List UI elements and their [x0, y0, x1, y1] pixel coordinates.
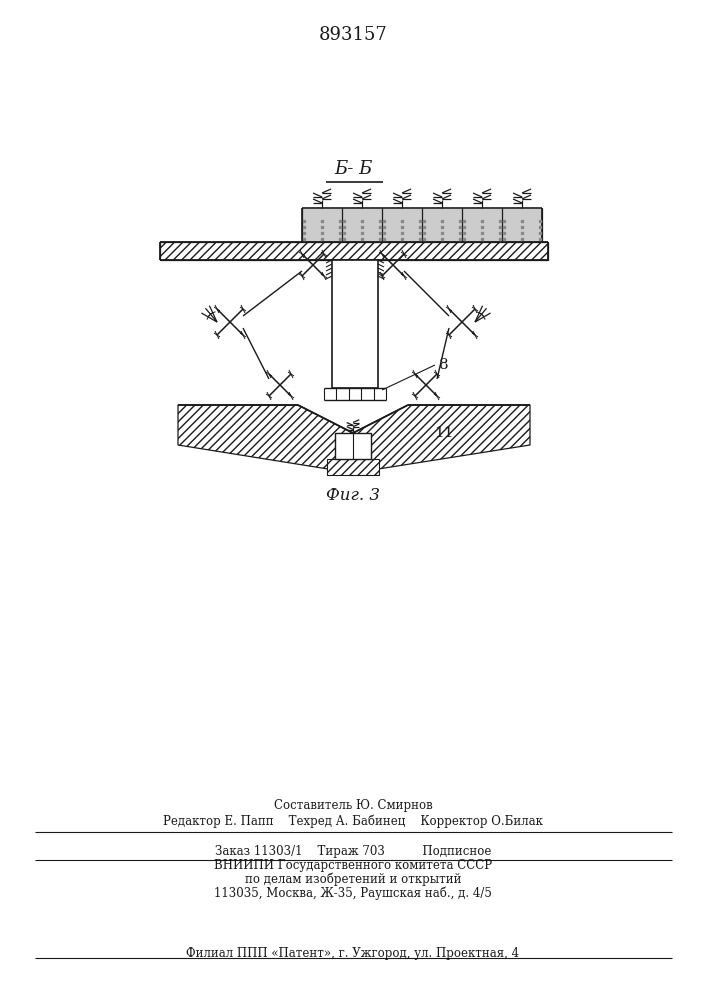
Bar — [160, 242, 548, 260]
Bar — [503, 209, 542, 241]
Text: Филиал ППП «Патент», г. Ужгород, ул. Проектная, 4: Филиал ППП «Патент», г. Ужгород, ул. Про… — [187, 947, 520, 960]
Text: по делам изобретений и открытий: по делам изобретений и открытий — [245, 872, 461, 886]
Text: 893157: 893157 — [319, 26, 387, 44]
Text: Составитель Ю. Смирнов: Составитель Ю. Смирнов — [274, 799, 433, 812]
Text: Фиг. 3: Фиг. 3 — [326, 487, 380, 504]
Polygon shape — [353, 405, 530, 473]
Text: ВНИИПИ Государственного комитета СССР: ВНИИПИ Государственного комитета СССР — [214, 859, 492, 872]
Bar — [335, 433, 371, 459]
Bar — [462, 209, 501, 241]
Polygon shape — [178, 405, 353, 473]
Polygon shape — [327, 459, 379, 475]
Bar — [303, 209, 341, 241]
Text: 8: 8 — [439, 358, 449, 372]
Text: 113035, Москва, Ж-35, Раушская наб., д. 4/5: 113035, Москва, Ж-35, Раушская наб., д. … — [214, 886, 492, 900]
Text: Заказ 11303/1    Тираж 703          Подписное: Заказ 11303/1 Тираж 703 Подписное — [215, 845, 491, 858]
Bar — [342, 209, 382, 241]
Text: 11: 11 — [434, 426, 453, 440]
Bar — [332, 260, 378, 388]
Bar — [382, 209, 421, 241]
Text: Б- Б: Б- Б — [334, 160, 372, 178]
Text: Редактор Е. Папп    Техред А. Бабинец    Корректор О.Билак: Редактор Е. Папп Техред А. Бабинец Корре… — [163, 814, 543, 828]
Bar — [423, 209, 462, 241]
